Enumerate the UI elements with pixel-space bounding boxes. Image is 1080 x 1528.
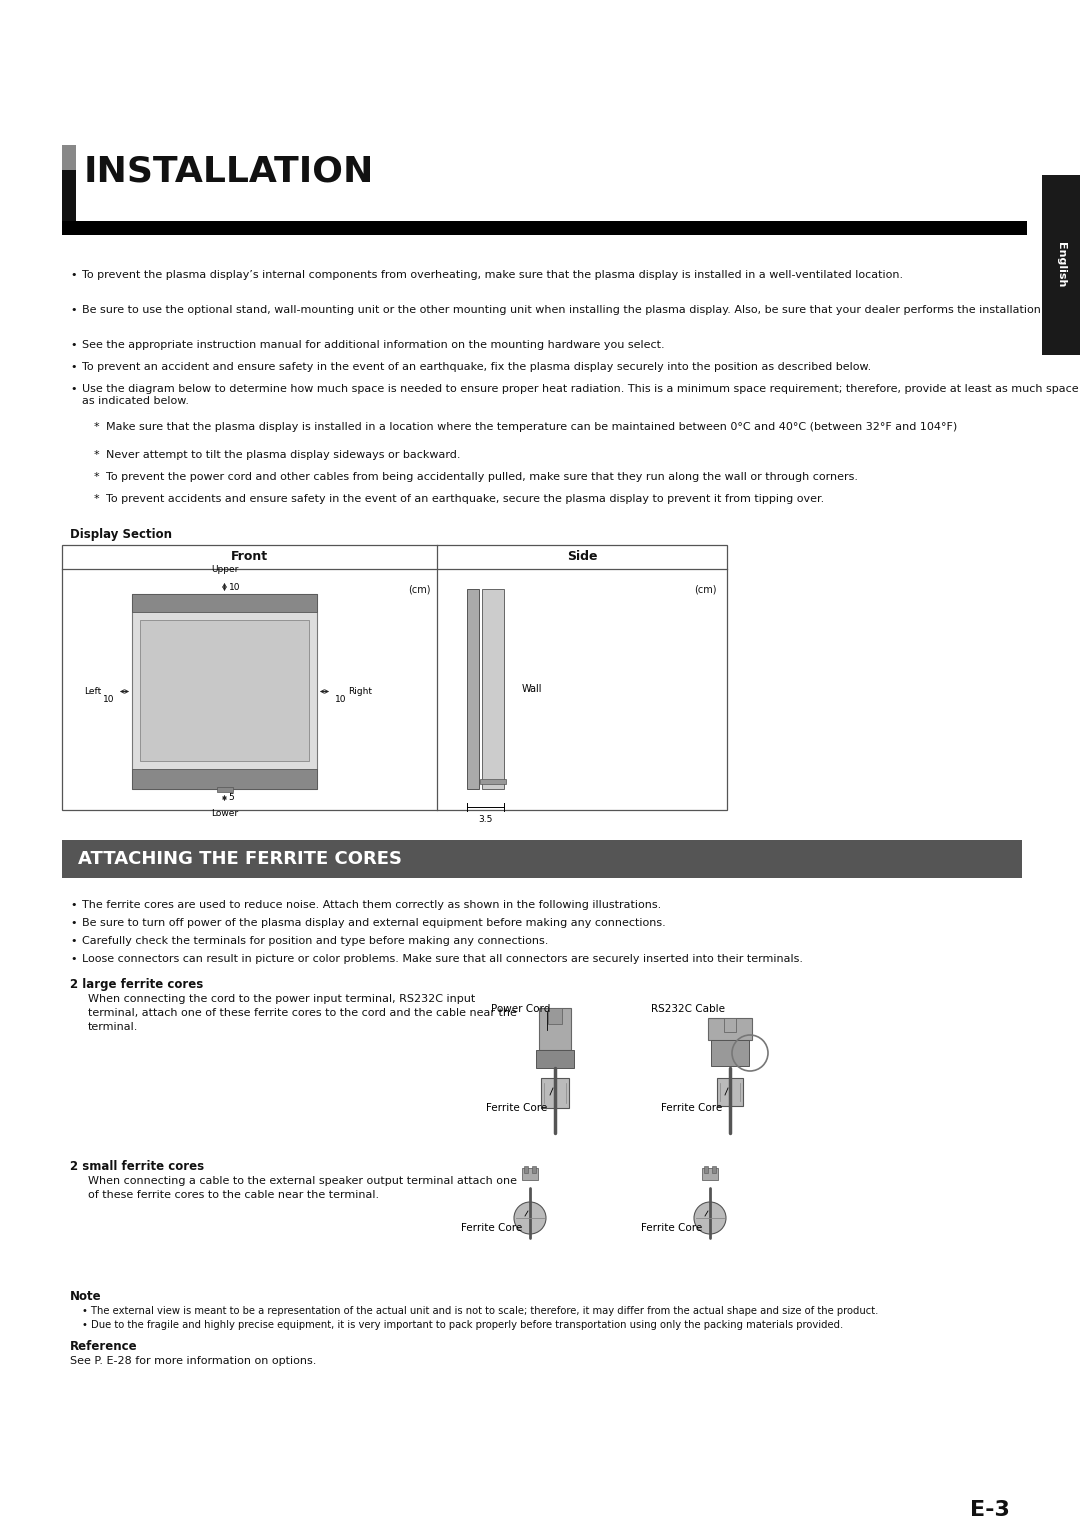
- Circle shape: [694, 1203, 726, 1235]
- Bar: [539, 1008, 571, 1050]
- Bar: [704, 1166, 708, 1174]
- Text: When connecting a cable to the external speaker output terminal attach one: When connecting a cable to the external …: [87, 1177, 517, 1186]
- Text: To prevent accidents and ensure safety in the event of an earthquake, secure the: To prevent accidents and ensure safety i…: [106, 494, 824, 504]
- Text: INSTALLATION: INSTALLATION: [84, 154, 375, 189]
- Bar: [62, 222, 1027, 235]
- Text: See P. E-28 for more information on options.: See P. E-28 for more information on opti…: [70, 1355, 316, 1366]
- Text: Wall: Wall: [522, 685, 542, 694]
- Text: • Due to the fragile and highly precise equipment, it is very important to pack : • Due to the fragile and highly precise …: [82, 1320, 843, 1329]
- Text: •: •: [70, 937, 77, 946]
- Text: To prevent the plasma display’s internal components from overheating, make sure : To prevent the plasma display’s internal…: [82, 270, 903, 280]
- Text: •: •: [70, 341, 77, 350]
- Text: Right: Right: [348, 688, 372, 695]
- Text: The ferrite cores are used to reduce noise. Attach them correctly as shown in th: The ferrite cores are used to reduce noi…: [82, 900, 661, 911]
- Text: •: •: [70, 384, 77, 394]
- Text: *: *: [94, 451, 99, 460]
- Text: ATTACHING THE FERRITE CORES: ATTACHING THE FERRITE CORES: [78, 850, 402, 868]
- Text: When connecting the cord to the power input terminal, RS232C input: When connecting the cord to the power in…: [87, 995, 475, 1004]
- Bar: [702, 1167, 718, 1180]
- Bar: [536, 1050, 573, 1068]
- Text: 10: 10: [335, 695, 347, 704]
- Text: •: •: [70, 306, 77, 315]
- Bar: [711, 1041, 750, 1067]
- Text: Ferrite Core: Ferrite Core: [461, 1222, 522, 1233]
- Text: *: *: [94, 494, 99, 504]
- Bar: [132, 594, 318, 613]
- Text: Lower: Lower: [211, 810, 238, 819]
- Text: Loose connectors can result in picture or color problems. Make sure that all con: Loose connectors can result in picture o…: [82, 953, 804, 964]
- Text: 5: 5: [229, 793, 234, 802]
- Bar: [1042, 176, 1080, 354]
- Text: Ferrite Core: Ferrite Core: [661, 1103, 723, 1112]
- Text: Power Cord: Power Cord: [490, 1004, 550, 1015]
- Bar: [216, 787, 232, 792]
- Text: •: •: [70, 918, 77, 927]
- Text: terminal, attach one of these ferrite cores to the cord and the cable near the: terminal, attach one of these ferrite co…: [87, 1008, 517, 1018]
- Text: 3.5: 3.5: [478, 814, 492, 824]
- Bar: [132, 769, 318, 788]
- Text: 2 small ferrite cores: 2 small ferrite cores: [70, 1160, 204, 1174]
- Bar: [62, 170, 76, 225]
- Text: •: •: [70, 953, 77, 964]
- Text: Use the diagram below to determine how much space is needed to ensure proper hea: Use the diagram below to determine how m…: [82, 384, 1079, 405]
- Text: (cm): (cm): [693, 585, 716, 594]
- Text: 2 large ferrite cores: 2 large ferrite cores: [70, 978, 203, 992]
- Bar: [62, 545, 727, 810]
- Text: (cm): (cm): [408, 585, 430, 594]
- Bar: [62, 145, 76, 185]
- Text: Front: Front: [231, 550, 268, 564]
- Bar: [724, 1018, 735, 1031]
- Bar: [717, 1077, 743, 1106]
- Bar: [482, 588, 504, 788]
- Text: Never attempt to tilt the plasma display sideways or backward.: Never attempt to tilt the plasma display…: [106, 451, 460, 460]
- Bar: [132, 594, 318, 788]
- Text: Ferrite Core: Ferrite Core: [640, 1222, 702, 1233]
- Text: Be sure to use the optional stand, wall-mounting unit or the other mounting unit: Be sure to use the optional stand, wall-…: [82, 306, 1044, 315]
- Text: Note: Note: [70, 1290, 102, 1303]
- Text: •: •: [70, 362, 77, 371]
- Text: English: English: [1056, 243, 1066, 287]
- Circle shape: [514, 1203, 546, 1235]
- Text: •: •: [70, 900, 77, 911]
- Text: To prevent an accident and ensure safety in the event of an earthquake, fix the : To prevent an accident and ensure safety…: [82, 362, 872, 371]
- Text: Display Section: Display Section: [70, 529, 172, 541]
- Bar: [524, 1166, 528, 1174]
- Text: RS232C Cable: RS232C Cable: [651, 1004, 725, 1015]
- Bar: [548, 1008, 562, 1024]
- Text: To prevent the power cord and other cables from being accidentally pulled, make : To prevent the power cord and other cabl…: [106, 472, 858, 481]
- Bar: [522, 1167, 538, 1180]
- Text: Make sure that the plasma display is installed in a location where the temperatu: Make sure that the plasma display is ins…: [106, 422, 957, 432]
- Bar: [708, 1018, 752, 1041]
- Text: Be sure to turn off power of the plasma display and external equipment before ma: Be sure to turn off power of the plasma …: [82, 918, 665, 927]
- Bar: [62, 840, 1022, 879]
- Text: 10: 10: [103, 695, 114, 704]
- Bar: [480, 779, 507, 784]
- Bar: [140, 620, 309, 761]
- Text: Upper: Upper: [211, 565, 239, 575]
- Text: E-3: E-3: [970, 1500, 1010, 1520]
- Bar: [541, 1077, 569, 1108]
- Bar: [467, 588, 480, 788]
- Text: Reference: Reference: [70, 1340, 137, 1352]
- Text: of these ferrite cores to the cable near the terminal.: of these ferrite cores to the cable near…: [87, 1190, 379, 1199]
- Text: Left: Left: [84, 688, 102, 695]
- Text: See the appropriate instruction manual for additional information on the mountin: See the appropriate instruction manual f…: [82, 341, 664, 350]
- Text: 10: 10: [229, 582, 240, 591]
- Text: • The external view is meant to be a representation of the actual unit and is no: • The external view is meant to be a rep…: [82, 1306, 878, 1316]
- Text: •: •: [70, 270, 77, 280]
- Text: *: *: [94, 472, 99, 481]
- Text: *: *: [94, 422, 99, 432]
- Text: Side: Side: [567, 550, 597, 564]
- Text: terminal.: terminal.: [87, 1022, 138, 1031]
- Text: Ferrite Core: Ferrite Core: [486, 1103, 546, 1112]
- Bar: [532, 1166, 536, 1174]
- Bar: [712, 1166, 716, 1174]
- Text: Carefully check the terminals for position and type before making any connection: Carefully check the terminals for positi…: [82, 937, 549, 946]
